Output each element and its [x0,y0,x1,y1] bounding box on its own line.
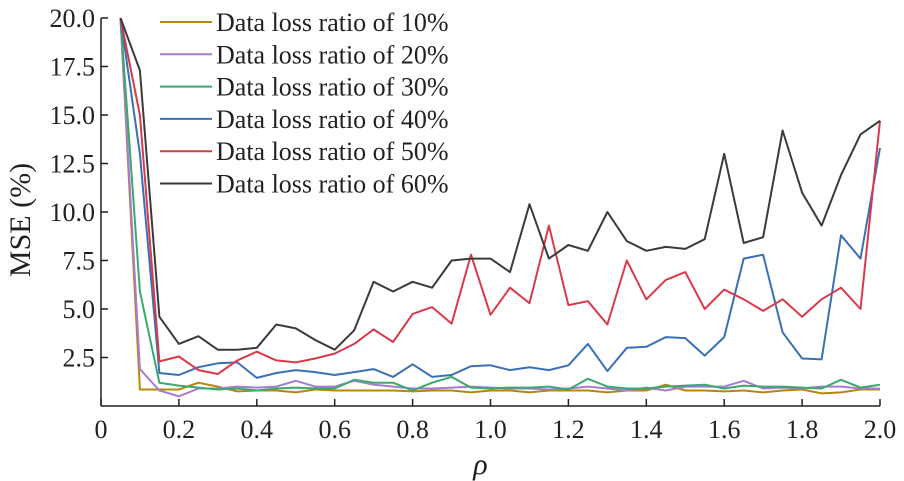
x-tick-label: 1.2 [552,415,585,444]
x-tick-label: 0 [95,415,108,444]
series-line-4 [119,17,881,379]
x-tick-label: 1.0 [474,415,507,444]
legend-label-4: Data loss ratio of 40% [216,105,449,134]
y-tick-label: 17.5 [50,53,96,82]
x-tick-label: 0.8 [396,415,429,444]
y-tick-label: 7.5 [63,247,96,276]
x-tick-label: 0.4 [241,415,274,444]
x-tick-label: 1.6 [708,415,741,444]
x-tick-label: 1.8 [786,415,819,444]
y-tick-label: 20.0 [50,4,96,33]
x-tick-label: 1.4 [630,415,663,444]
y-tick-label: 5.0 [63,295,96,324]
y-tick-label: 12.5 [50,150,96,179]
x-tick-label: 0.6 [318,415,351,444]
series-line-5 [119,17,881,375]
y-tick-label: 2.5 [63,344,96,373]
x-axis-title: ρ [472,448,487,481]
series-line-1 [119,17,880,395]
y-axis-title: MSE (%) [4,163,37,277]
x-tick-label: 2.0 [864,415,897,444]
legend: Data loss ratio of 10% Data loss ratio of… [160,8,449,199]
legend-label-2: Data loss ratio of 20% [216,40,449,69]
series-line-6 [119,17,881,351]
series-group [119,17,881,398]
legend-label-1: Data loss ratio of 10% [216,8,449,37]
x-tick-label: 0.2 [163,415,196,444]
legend-label-3: Data loss ratio of 30% [216,73,449,102]
series-line-3 [119,17,881,392]
legend-label-6: Data loss ratio of 60% [216,170,449,199]
legend-label-5: Data loss ratio of 50% [216,137,449,166]
y-tick-label: 10.0 [50,198,96,227]
axes: 0 0.2 0.4 0.6 0.8 1.0 1.2 1.4 1.6 1.8 2.0 2.5 5.0 7.5… [4,4,896,481]
y-tick-label: 15.0 [50,101,96,130]
